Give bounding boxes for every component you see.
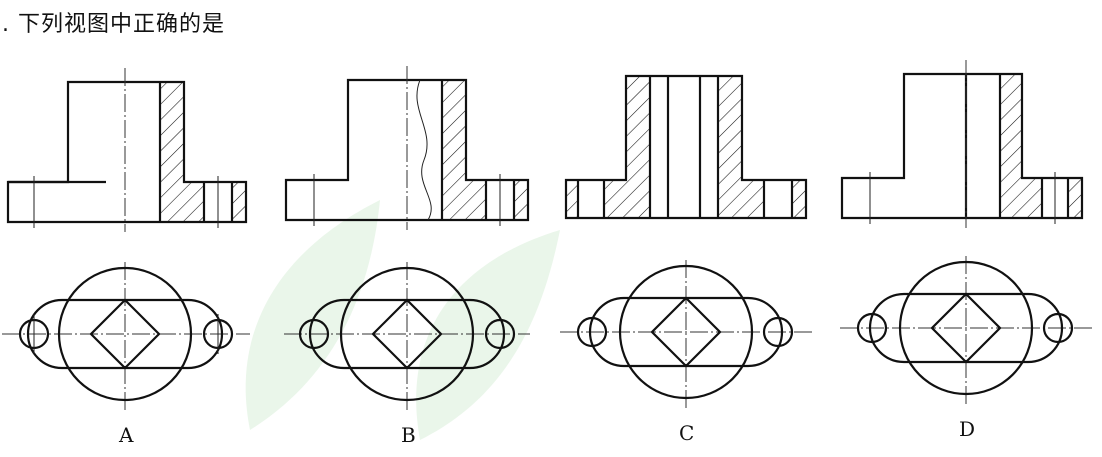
option-a-front-view: [6, 68, 248, 232]
option-a-top-view: [2, 262, 250, 410]
option-d-top-view: [840, 256, 1094, 404]
option-b-top-view: [284, 262, 530, 410]
option-c-label: C: [679, 421, 694, 445]
option-a-label: A: [118, 423, 134, 447]
option-d-label: D: [959, 417, 975, 441]
question-text: . 下列视图中正确的是: [2, 12, 225, 37]
option-d-front-view: [840, 60, 1084, 228]
option-c-front-view: [564, 74, 808, 220]
option-c-top-view: [560, 260, 814, 408]
option-c[interactable]: C: [560, 74, 814, 445]
option-a[interactable]: A: [2, 68, 250, 447]
option-b-front-view: [284, 66, 530, 230]
option-d[interactable]: D: [840, 60, 1094, 441]
option-b-label: B: [401, 423, 416, 447]
option-b[interactable]: B: [284, 66, 530, 447]
watermark-leaf: [245, 200, 560, 440]
